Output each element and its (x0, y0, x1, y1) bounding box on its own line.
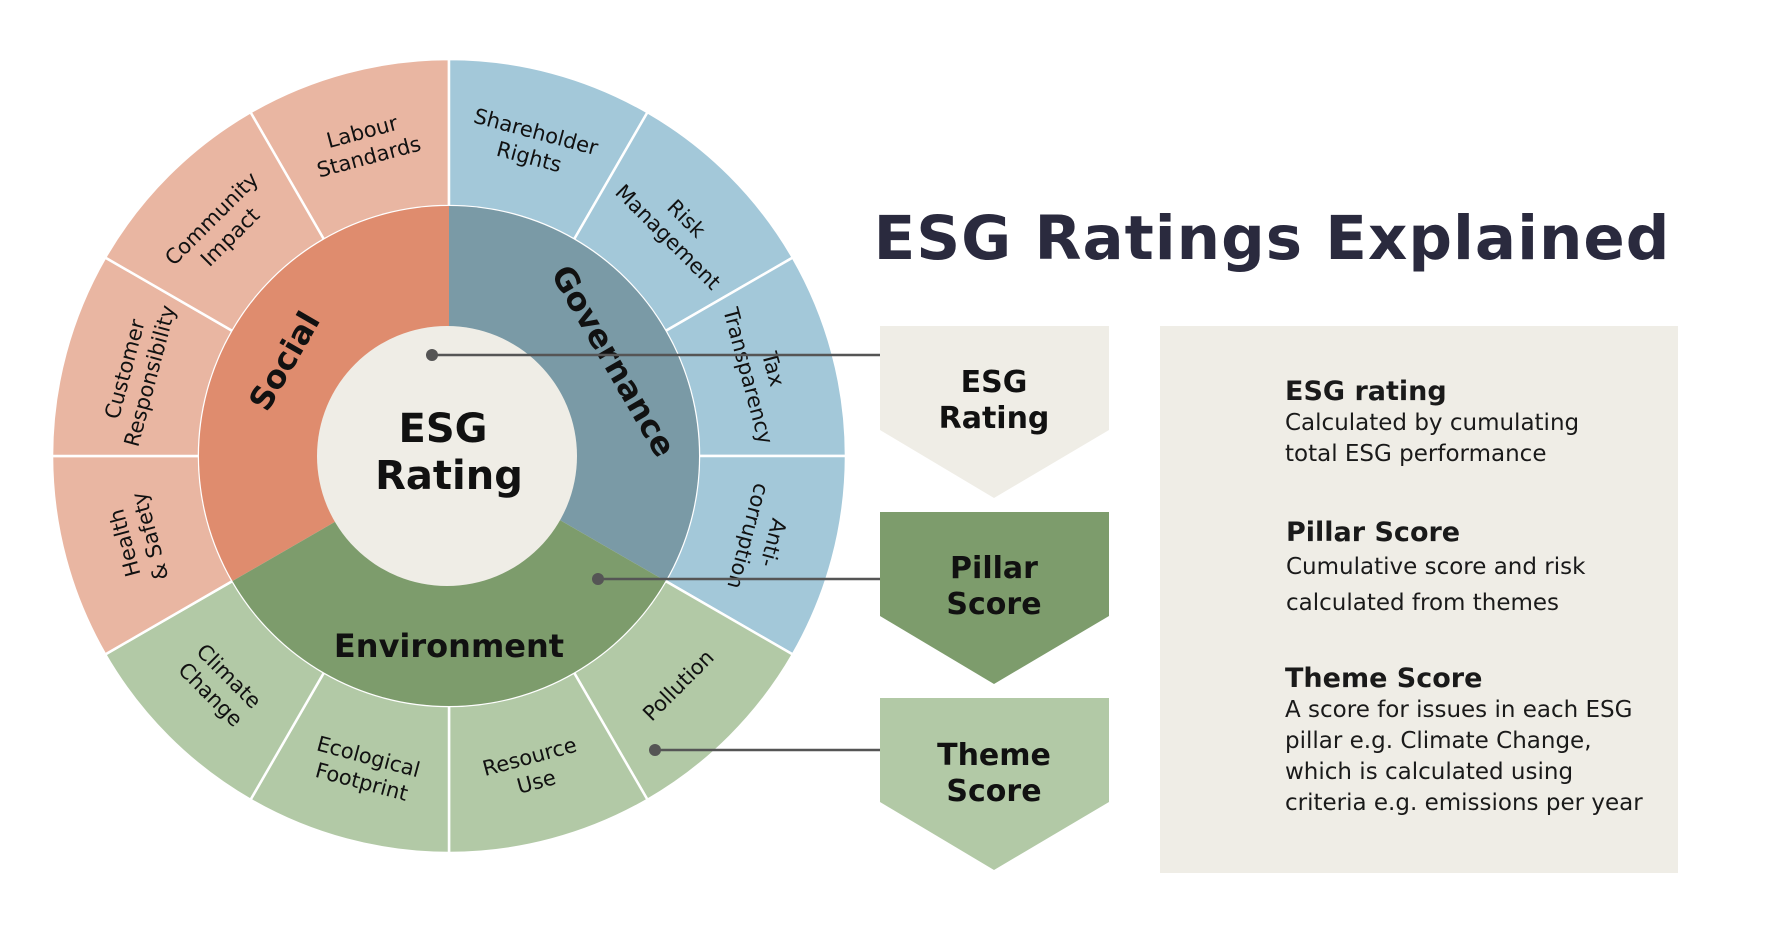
definition-text: Cumulative score and risk calculated fro… (1286, 554, 1586, 616)
page-title: ESG Ratings Explained (874, 203, 1671, 274)
tag-theme-shape (880, 698, 1109, 870)
tag-rating-line1: ESG (961, 365, 1028, 400)
connector-pillar-dot (592, 573, 604, 585)
definition-theme-score: Theme Score A score for issues in each E… (1285, 663, 1665, 819)
tag-pillar-line2: Score (946, 587, 1041, 622)
connector-rating-dot (426, 349, 438, 361)
connector-lines (426, 349, 880, 756)
definition-esg-rating: ESG rating Calculated by cumulating tota… (1285, 376, 1665, 470)
center-label-line1: ESG (399, 406, 488, 452)
center-circle (317, 326, 577, 586)
tag-theme-line1: Theme (937, 738, 1051, 773)
definition-text: A score for issues in each ESG pillar e.… (1285, 697, 1643, 816)
tag-theme-line2: Score (946, 774, 1041, 809)
legend-tag-pillar: Pillar Score (880, 512, 1109, 684)
legend-tag-rating: ESG Rating (880, 326, 1109, 498)
definition-text: Calculated by cumulating total ESG perfo… (1285, 410, 1580, 467)
center-label-line2: Rating (375, 453, 523, 499)
definitions-panel: ESG rating Calculated by cumulating tota… (1160, 326, 1678, 873)
tag-rating-line2: Rating (939, 401, 1050, 436)
tag-pillar-shape (880, 512, 1109, 684)
definition-title: Pillar Score (1286, 517, 1461, 548)
tag-rating-shape (880, 326, 1109, 498)
definition-title: ESG rating (1285, 376, 1447, 407)
legend-tag-theme: Theme Score (880, 698, 1109, 870)
pillar-label-environment: Environment (334, 627, 564, 665)
definition-title: Theme Score (1285, 663, 1483, 694)
connector-theme-dot (649, 744, 661, 756)
tag-pillar-line1: Pillar (950, 551, 1038, 586)
definition-pillar-score: Pillar Score Cumulative score and risk c… (1286, 517, 1666, 621)
